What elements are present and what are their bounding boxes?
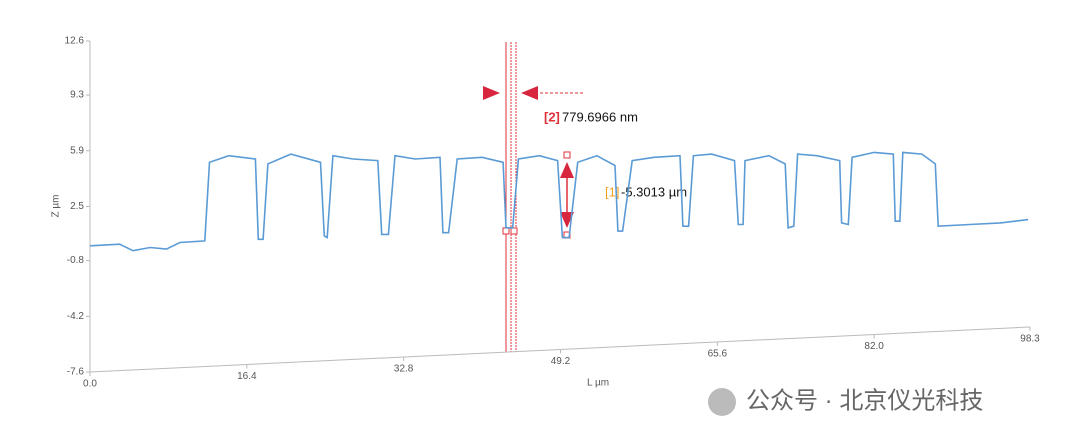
y-tick-label: 5.9 — [70, 145, 84, 156]
y-tick-label: 12.6 — [65, 36, 85, 47]
arrow — [483, 86, 500, 100]
annotation-id: [1] — [605, 184, 619, 199]
annotation-text: 779.6966 nm — [562, 109, 638, 124]
arrow — [560, 212, 574, 228]
y-axis-label: Z µm — [51, 195, 62, 218]
wechat-icon — [708, 388, 736, 416]
y-tick-label: 2.5 — [70, 201, 84, 212]
point-marker — [510, 227, 518, 235]
x-tick-label: 32.8 — [394, 364, 414, 375]
y-tick-label: -4.2 — [67, 311, 85, 322]
point-marker — [563, 151, 571, 159]
x-tick-label: 65.6 — [708, 349, 728, 360]
point-marker — [502, 227, 510, 235]
x-tick-label: 82.0 — [864, 341, 884, 352]
watermark: 公众号 · 北京仪光科技 — [746, 387, 983, 414]
x-tick-label: 98.3 — [1020, 334, 1040, 345]
arrow — [560, 162, 574, 178]
x-tick-label: 49.2 — [551, 356, 571, 367]
x-tick-label: 0.0 — [83, 379, 97, 390]
annotation-text: -5.3013 µm — [621, 184, 687, 199]
y-tick-label: 9.3 — [70, 90, 84, 101]
profile-line — [89, 151, 1029, 252]
arrow — [521, 86, 538, 100]
x-tick-label: 16.4 — [237, 371, 257, 382]
annotation-id: [2] — [544, 109, 560, 124]
y-tick-label: -7.6 — [67, 367, 85, 378]
x-axis-label: L µm — [587, 378, 609, 389]
y-tick-label: -0.8 — [67, 255, 85, 266]
